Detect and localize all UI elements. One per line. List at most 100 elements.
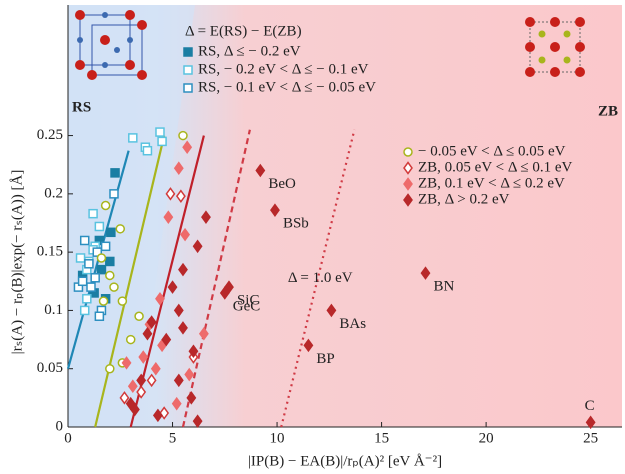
x-tick-label: 25 (583, 430, 598, 446)
rs-point (75, 253, 86, 263)
zb-point (171, 396, 182, 411)
y-tick-label: 0.1 (44, 302, 63, 318)
compound-label: GeC (233, 298, 261, 314)
zb-point (192, 414, 203, 428)
compound-label: BeO (268, 176, 296, 192)
legend-label: ZB, Δ > 0.2 eV (418, 191, 510, 207)
rs-point (88, 208, 98, 219)
rs-point (96, 264, 107, 275)
zb-point (184, 367, 195, 382)
legend-marker (403, 147, 413, 157)
zb-point (165, 187, 176, 201)
zb-point (178, 262, 188, 277)
mixed-point (96, 253, 107, 263)
legend-label: RS, − 0.1 eV < Δ ≤ − 0.05 eV (198, 79, 376, 95)
mixed-point (178, 130, 188, 141)
mixed-point (109, 282, 119, 292)
rs-point (142, 145, 153, 156)
x-axis-label: |IP(B) − EA(B)|/rₚ(A)² [eV Å⁻²] (248, 453, 442, 469)
zb-label: ZB (598, 103, 618, 119)
y-tick-label: 0.15 (37, 244, 63, 260)
rs-region (68, 5, 195, 427)
zb-point (178, 321, 188, 335)
zb-point (136, 385, 147, 399)
legend-marker (403, 193, 413, 207)
rs-point (79, 235, 90, 246)
rs-point (110, 168, 120, 178)
rs-point (128, 133, 138, 143)
y-tick-label: 0.05 (37, 360, 63, 376)
mixed-point (105, 363, 115, 374)
rs-point (157, 136, 167, 147)
y-axis-label: |rₛ(A) − rₚ(B)|exp(− rₛ(A)) [Å] (9, 170, 25, 355)
legend-label: ZB, 0.1 eV < Δ ≤ 0.2 eV (418, 175, 565, 191)
legend-marker (183, 83, 193, 93)
rs-point (94, 221, 105, 232)
zb-point (173, 303, 184, 318)
zb-point (136, 373, 147, 388)
zb-point (173, 161, 184, 175)
zb-point (585, 415, 596, 430)
zb-point (121, 356, 132, 370)
zb-point (125, 396, 136, 411)
zb-point (186, 391, 197, 405)
compound-label: BP (316, 351, 334, 367)
x-tick-label: 0 (64, 430, 72, 446)
legend-label: − 0.05 eV < Δ ≤ 0.05 eV (418, 143, 566, 159)
rs-point (100, 241, 111, 252)
zb-point (182, 140, 193, 154)
mixed-point (117, 296, 128, 306)
zb-point (270, 203, 280, 217)
rs-point (86, 282, 96, 292)
y-tick-label: 0.2 (44, 185, 63, 201)
delta-definition: Δ = E(RS) − E(ZB) (185, 23, 302, 39)
compound-label: C (585, 398, 595, 414)
zb-point (219, 286, 230, 300)
x-tick-label: 5 (169, 430, 177, 446)
zb-point (180, 227, 190, 242)
rs-point (105, 256, 115, 267)
zb-point (142, 326, 153, 341)
zb-point (167, 280, 178, 294)
legend-label: RS, − 0.2 eV < Δ ≤ − 0.1 eV (198, 61, 369, 77)
zb-point (192, 239, 203, 254)
zb-point (201, 210, 211, 224)
rs-crystal-icon (75, 10, 147, 80)
zb-point (119, 391, 130, 405)
legend-label: ZB, 0.05 eV < Δ ≤ 0.1 eV (418, 159, 573, 175)
zb-point (150, 361, 161, 376)
line-annotation: Δ = 1.0 eV (288, 270, 353, 286)
compound-label: BAs (339, 316, 366, 332)
compound-label: BSb (283, 216, 309, 232)
rs-point (94, 311, 105, 322)
zb-point (198, 326, 209, 341)
zb-point (326, 303, 337, 318)
rs-point (155, 127, 165, 137)
rs-point (77, 276, 88, 287)
x-tick-label: 10 (270, 430, 285, 446)
mixed-point (134, 311, 144, 322)
rs-point (79, 305, 90, 316)
zb-crystal-icon (525, 17, 585, 77)
zb-point (127, 379, 138, 393)
zb-point (161, 332, 172, 347)
legend-marker (183, 65, 193, 75)
rs-label: RS (72, 99, 91, 115)
mixed-point (105, 270, 115, 281)
rs-point (82, 294, 92, 304)
legend-marker (183, 47, 193, 57)
mixed-point (98, 296, 109, 306)
zb-point (152, 408, 163, 423)
compound-label: BN (433, 279, 454, 295)
mixed-point (115, 224, 126, 234)
legend-label: RS, Δ ≤ − 0.2 eV (198, 43, 301, 59)
mixed-point (125, 334, 136, 345)
rs-point (90, 273, 100, 283)
y-tick-label: 0.25 (37, 127, 63, 143)
rs-point (84, 259, 94, 269)
x-tick-label: 20 (479, 430, 494, 446)
mixed-point (100, 200, 111, 211)
zb-point (163, 210, 174, 224)
legend-marker (403, 177, 413, 191)
